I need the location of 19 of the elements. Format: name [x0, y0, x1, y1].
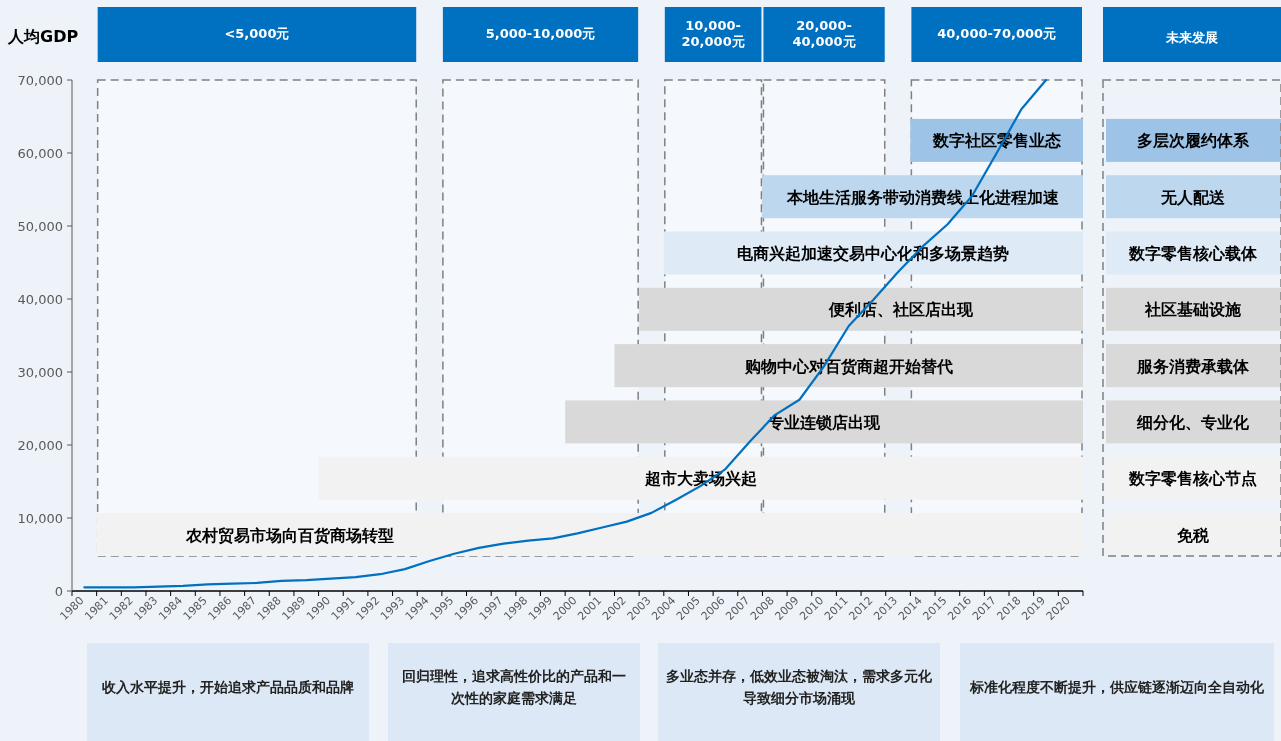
y-tick-label: 20,000	[17, 438, 63, 453]
band-label: <5,000元	[224, 26, 290, 41]
band-label: 5,000-10,000元	[485, 26, 596, 41]
band-label: 20,000- 40,000元	[792, 18, 856, 49]
future: 未来发展 多层次履约体系 无人配送 数字零售核心载体 社区基础设施 服务消费承载体 细分化、专业化 数字零售核心节点 免税	[1102, 7, 1281, 557]
y-tick-label: 30,000	[17, 365, 63, 380]
y-tick-label: 40,000	[17, 292, 63, 307]
y-tick-label: 50,000	[17, 219, 63, 234]
y-tick-label: 0	[54, 584, 63, 599]
band-label: 10,000- 20,000元	[681, 18, 745, 49]
band-label: 40,000-70,000元	[937, 26, 1057, 41]
band-label: 农村贸易市场向百货商场转型	[184, 525, 394, 545]
y-tick-label: 60,000	[17, 146, 63, 161]
y-tick-label: 10,000	[17, 511, 63, 526]
band-label: 专业连锁店出现	[767, 412, 882, 432]
band-label: 购物中心对百货商超开始替代	[743, 356, 953, 376]
y-tick-label: 70,000	[17, 73, 63, 88]
notes: 收入水平提升，开始追求产品品质和品牌 回归理性，追求高性价比的产品和一次性的家庭需求满足 多业态并存，低效业态被淘汰，需求多元化导致细分市场涌现 标准化程度不断提升，供应链逐渐迈向全自动化	[87, 643, 1274, 741]
y-axis-title: 人均GDP	[7, 27, 79, 46]
